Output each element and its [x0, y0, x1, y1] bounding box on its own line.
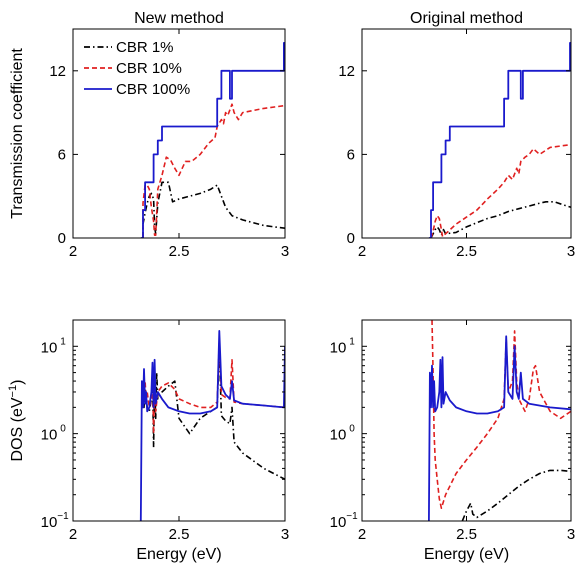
- series-line-1: [461, 469, 571, 521]
- axes-frame: [72, 319, 286, 522]
- y-tick-exponent: 0: [60, 424, 66, 435]
- y-tick-label: 12: [338, 63, 355, 80]
- panel-title: New method: [134, 10, 224, 27]
- series-line-2: [142, 103, 285, 238]
- axes-frame: [361, 319, 572, 522]
- x-axis-label: Energy (eV): [136, 546, 221, 563]
- x-tick-label: 2.5: [169, 526, 190, 543]
- series-line-3: [428, 42, 571, 238]
- x-tick-label: 3: [281, 526, 289, 543]
- series-line-1: [430, 201, 571, 238]
- x-tick-label: 3: [567, 243, 575, 260]
- series-line-2: [431, 320, 571, 510]
- y-tick-label: 10: [41, 427, 58, 444]
- panel-title: Original method: [410, 10, 523, 27]
- x-tick-label: 2: [358, 526, 366, 543]
- y-tick-label: 0: [58, 230, 66, 247]
- y-tick-exponent: −1: [57, 511, 69, 522]
- series-line-2: [142, 338, 285, 435]
- y-tick-exponent: 0: [349, 424, 355, 435]
- x-tick-label: 3: [281, 243, 289, 260]
- y-axis-label: DOS (eV−1): [7, 380, 26, 462]
- series-line-3: [140, 42, 285, 238]
- x-tick-label: 2: [69, 243, 77, 260]
- x-tick-label: 2: [358, 243, 366, 260]
- legend: CBR 1% CBR 10% CBR 100%: [84, 39, 190, 98]
- series-line-3: [139, 329, 285, 521]
- legend-label: CBR 100%: [116, 81, 190, 98]
- series-line-2: [430, 143, 571, 238]
- x-axis-label: Energy (eV): [424, 546, 509, 563]
- y-tick-label: 10: [41, 514, 58, 531]
- panel-1: 2 2.5 3 0 6 12 New method Transmission coeffici…: [9, 10, 289, 260]
- x-tick-label: 2: [69, 526, 77, 543]
- x-tick-label: 2.5: [456, 243, 477, 260]
- series-line-1: [142, 181, 285, 238]
- series-group: [428, 42, 571, 238]
- series-group: [139, 329, 285, 521]
- legend-label: CBR 1%: [116, 39, 174, 56]
- y-tick-exponent: −1: [346, 511, 358, 522]
- series-line-3: [428, 335, 571, 521]
- panel-2: 2 2.5 3 0 6 12 Original method: [338, 10, 575, 260]
- y-tick-exponent: 1: [349, 336, 355, 347]
- series-group: [140, 42, 285, 238]
- y-tick-label: 10: [41, 339, 58, 356]
- y-tick-label: 10: [330, 427, 347, 444]
- y-tick-label: 6: [58, 146, 66, 163]
- x-tick-label: 2.5: [456, 526, 477, 543]
- y-tick-label: 12: [49, 63, 66, 80]
- legend-label: CBR 10%: [116, 60, 182, 77]
- y-tick-label: 10: [330, 339, 347, 356]
- y-tick-label: 0: [347, 230, 355, 247]
- y-tick-exponent: 1: [60, 336, 66, 347]
- y-tick-label: 10: [330, 514, 347, 531]
- axes-frame: [361, 28, 572, 239]
- y-axis-label: Transmission coefficient: [9, 48, 26, 219]
- series-line-1: [142, 345, 285, 481]
- x-tick-label: 2.5: [169, 243, 190, 260]
- x-tick-label: 3: [567, 526, 575, 543]
- series-group: [428, 320, 571, 521]
- y-tick-label: 6: [347, 146, 355, 163]
